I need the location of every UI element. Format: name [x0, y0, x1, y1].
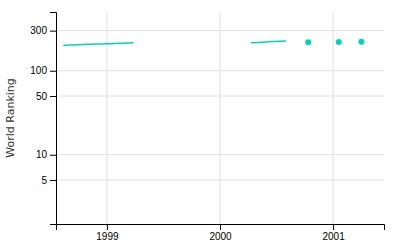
tick-label: 5 — [41, 175, 47, 186]
line — [64, 43, 133, 46]
grid-line-x — [220, 12, 221, 224]
tick-label: 2000 — [209, 231, 232, 242]
tick-label: 2001 — [322, 231, 345, 242]
tick-mark — [220, 224, 221, 230]
tick-mark — [50, 96, 56, 97]
tick: 5 — [41, 175, 56, 186]
point — [305, 39, 311, 45]
axis-line — [50, 13, 57, 225]
line — [252, 41, 286, 43]
grid — [56, 12, 384, 224]
tick-label: 50 — [36, 91, 48, 102]
grid-line-x — [333, 12, 334, 224]
tick: 300 — [30, 25, 56, 36]
y-axis-title: World Ranking — [4, 78, 17, 158]
tick-label: 10 — [36, 149, 48, 160]
tick: 10 — [36, 149, 56, 160]
plot-area: 1999 2000 2001 5 10 50 100 300 — [30, 12, 384, 242]
tick-mark — [333, 224, 334, 230]
point — [358, 39, 364, 45]
tick-label: 300 — [30, 25, 47, 36]
tick: 50 — [36, 91, 56, 102]
tick: 2000 — [209, 224, 232, 242]
chart-container: 1999 2000 2001 5 10 50 100 300 World Ranking — [0, 0, 400, 250]
point — [336, 39, 342, 45]
tick-mark — [107, 224, 108, 230]
tick-label: 1999 — [96, 231, 119, 242]
tick-mark — [50, 31, 56, 32]
tick: 100 — [30, 65, 56, 76]
tick: 1999 — [96, 224, 119, 242]
tick: 2001 — [322, 224, 345, 242]
tick-mark — [50, 155, 56, 156]
chart-svg: 1999 2000 2001 5 10 50 100 300 World Ranking — [0, 0, 400, 250]
axis-line — [57, 225, 385, 231]
tick-mark — [50, 71, 56, 72]
y-axis: 5 10 50 100 300 — [30, 13, 56, 225]
x-axis: 1999 2000 2001 — [57, 224, 385, 242]
tick-label: 100 — [30, 65, 47, 76]
marks — [64, 39, 364, 46]
tick-mark — [50, 180, 56, 181]
